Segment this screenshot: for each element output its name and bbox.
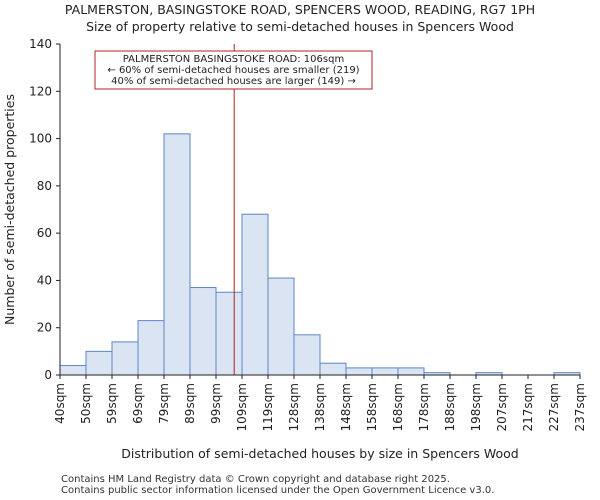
bar-158sqm [371, 367, 399, 376]
x-tick-label: 89sqm [183, 383, 197, 424]
x-tick-label: 119sqm [261, 383, 275, 431]
bar-59sqm [111, 341, 139, 376]
x-tick-label: 178sqm [417, 383, 431, 431]
y-tick-label: 0 [44, 368, 52, 382]
bar-89sqm [189, 287, 217, 376]
bar-168sqm [397, 367, 425, 376]
y-tick-label: 140 [29, 37, 52, 51]
x-tick-label: 109sqm [235, 383, 249, 431]
y-tick-label: 100 [29, 132, 52, 146]
annotation-border [94, 50, 373, 90]
x-tick-label: 188sqm [443, 383, 457, 431]
x-tick-label: 69sqm [131, 383, 145, 424]
chart-title: PALMERSTON, BASINGSTOKE ROAD, SPENCERS W… [64, 2, 536, 17]
bar-50sqm [85, 350, 113, 376]
y-tick-label: 120 [29, 84, 52, 98]
annotation-line-1: PALMERSTON BASINGSTOKE ROAD: 106sqm [123, 54, 344, 65]
bar-99sqm [215, 291, 243, 376]
x-tick-label: 217sqm [521, 383, 535, 431]
x-tick-label: 128sqm [287, 383, 301, 431]
bar-109sqm [241, 213, 269, 376]
bar-128sqm [293, 334, 321, 376]
histogram-chart: 0 20 40 60 80 100 120 140 40sqm 50sqm 59sqm 69sqm 7… [2, 37, 587, 461]
x-tick-label: 59sqm [105, 383, 119, 424]
x-tick-label: 99sqm [209, 383, 223, 424]
x-tick-label: 158sqm [365, 383, 379, 431]
bar-138sqm [319, 362, 347, 376]
bars-group [59, 133, 581, 376]
bar-69sqm [137, 320, 165, 376]
annotation-box: PALMERSTON BASINGSTOKE ROAD: 106sqm ← 60… [94, 50, 373, 90]
x-tick-label: 40sqm [53, 383, 67, 424]
bar-148sqm [345, 367, 373, 376]
x-tick-label: 79sqm [157, 383, 171, 424]
footer-copyright: Contains HM Land Registry data © Crown c… [61, 474, 450, 485]
y-tick-label: 20 [37, 321, 52, 335]
footer-licence: Contains public sector information licen… [61, 485, 495, 496]
y-axis-label: Number of semi-detached properties [2, 94, 17, 325]
x-tick-label: 227sqm [547, 383, 561, 431]
x-tick-label: 198sqm [469, 383, 483, 431]
bar-40sqm [59, 365, 87, 376]
annotation-line-2: ← 60% of semi-detached houses are smalle… [107, 65, 359, 76]
x-tick-label: 207sqm [495, 383, 509, 431]
x-tick-label: 50sqm [79, 383, 93, 424]
chart-subtitle: Size of property relative to semi-detach… [86, 19, 514, 34]
y-tick-label: 60 [37, 226, 52, 240]
x-tick-label: 138sqm [313, 383, 327, 431]
bar-119sqm [267, 277, 295, 376]
x-tick-label: 168sqm [391, 383, 405, 431]
y-ticks-group: 0 20 40 60 80 100 120 140 [29, 37, 60, 382]
x-tick-label: 148sqm [339, 383, 353, 431]
y-tick-label: 40 [37, 273, 52, 287]
bar-79sqm [163, 133, 191, 376]
x-axis-label: Distribution of semi-detached houses by … [121, 446, 518, 461]
annotation-line-3: 40% of semi-detached houses are larger (… [111, 76, 356, 87]
x-ticks-group: 40sqm 50sqm 59sqm 69sqm 79sqm 89sqm 99sqm 109sq… [53, 375, 587, 431]
y-tick-label: 80 [37, 179, 52, 193]
x-tick-label: 237sqm [573, 383, 587, 431]
